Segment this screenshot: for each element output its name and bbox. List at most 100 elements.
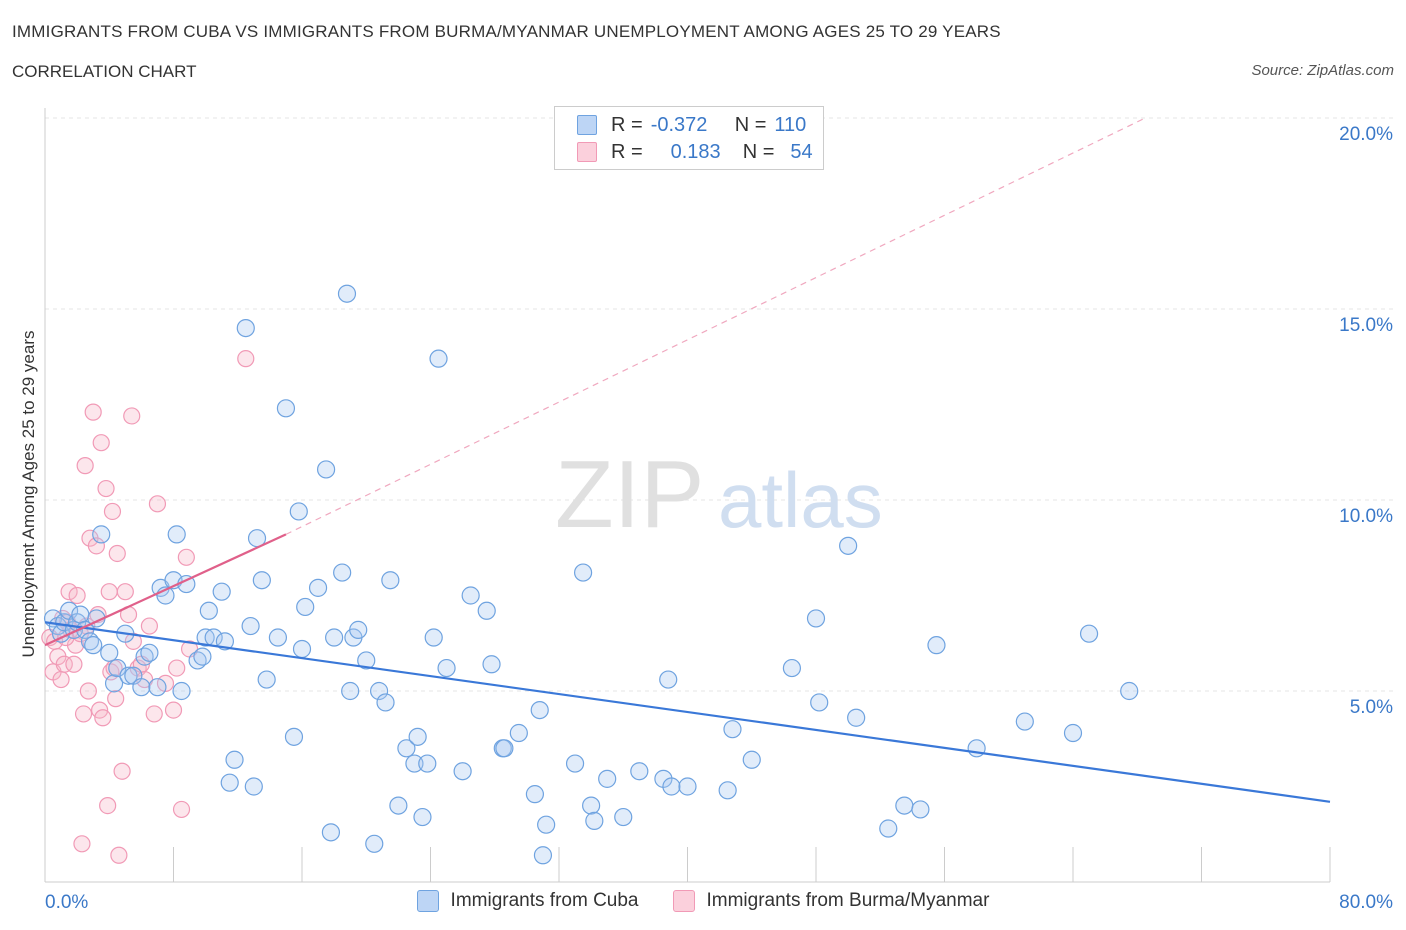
legend-row-burma: R = 0.183 N = 54 <box>577 140 813 164</box>
x-tick-label: 0.0% <box>45 892 88 913</box>
point-cuba <box>215 632 234 651</box>
point-cuba <box>104 674 124 693</box>
point-cuba <box>530 700 549 720</box>
point-cuba <box>742 750 761 769</box>
point-burma <box>73 835 91 853</box>
point-cuba <box>718 781 737 800</box>
point-cuba <box>413 807 432 827</box>
point-cuba <box>276 399 296 418</box>
x-tick-label: 80.0% <box>1339 892 1393 913</box>
point-cuba <box>284 727 304 746</box>
point-cuba <box>193 647 212 666</box>
gridlines <box>45 117 1395 692</box>
trend-line-burma <box>44 533 287 647</box>
point-cuba <box>782 658 802 678</box>
legend-n-value: 110 <box>774 113 807 136</box>
legend-r-value: -0.372 <box>650 113 708 136</box>
point-cuba <box>418 754 437 773</box>
point-cuba <box>244 777 263 796</box>
point-burma <box>100 583 118 601</box>
point-burma <box>237 350 255 368</box>
point-cuba <box>376 693 395 712</box>
point-cuba <box>424 628 443 647</box>
point-cuba <box>100 643 119 662</box>
point-cuba <box>84 636 103 655</box>
point-cuba <box>167 525 186 544</box>
point-burma <box>123 407 141 425</box>
point-cuba <box>308 578 328 597</box>
point-cuba <box>337 284 357 303</box>
point-cuba <box>573 563 593 582</box>
legend-swatch-burma <box>672 890 695 912</box>
point-cuba <box>927 636 946 655</box>
point-cuba <box>252 571 271 590</box>
point-burma <box>145 705 163 723</box>
trend-line-cuba <box>44 621 1331 803</box>
point-cuba <box>236 319 255 338</box>
point-burma <box>103 502 122 521</box>
legend-r-label: R = <box>611 140 643 163</box>
point-cuba <box>437 658 456 678</box>
point-burma <box>97 479 115 498</box>
point-cuba <box>241 616 260 636</box>
point-cuba <box>296 597 315 617</box>
point-burma <box>68 586 86 605</box>
point-cuba <box>341 681 360 701</box>
point-cuba <box>1063 723 1083 743</box>
point-cuba <box>119 666 138 685</box>
point-burma <box>92 434 110 452</box>
legend-swatch-cuba <box>416 890 439 912</box>
point-cuba <box>349 620 368 639</box>
point-burma <box>107 690 125 708</box>
point-cuba <box>140 643 159 662</box>
point-burma <box>76 457 94 475</box>
y-tick-label: 15.0% <box>1339 315 1393 336</box>
legend-n-label: N = <box>734 113 767 136</box>
point-cuba <box>723 720 742 739</box>
stats-legend: R = -0.372 N = 110 R = 0.183 N = 54 <box>554 106 824 170</box>
point-cuba <box>509 723 528 743</box>
point-cuba <box>405 754 424 773</box>
point-burma <box>79 682 97 700</box>
point-burma <box>140 617 159 635</box>
point-cuba <box>477 601 496 620</box>
chart-title: IMMIGRANTS FROM CUBA VS IMMIGRANTS FROM … <box>12 22 1001 41</box>
point-cuba <box>92 525 111 544</box>
y-tick-label: 5.0% <box>1350 697 1393 718</box>
point-cuba <box>895 796 914 815</box>
y-tick-label: 20.0% <box>1339 124 1393 145</box>
point-cuba <box>333 563 352 582</box>
point-cuba <box>662 777 681 796</box>
point-cuba <box>585 811 604 830</box>
y-tick-label: 10.0% <box>1339 506 1393 527</box>
source-note: Source: ZipAtlas.com <box>1251 62 1394 79</box>
data-points <box>41 284 1139 865</box>
point-cuba <box>148 678 167 697</box>
point-cuba <box>1120 681 1139 701</box>
point-cuba <box>630 762 649 781</box>
point-cuba <box>847 708 866 727</box>
point-burma <box>52 670 70 689</box>
legend-label-burma: Immigrants from Burma/Myanmar <box>706 890 990 911</box>
point-cuba <box>71 605 90 624</box>
point-burma <box>172 800 191 819</box>
legend-n-value: 54 <box>790 140 813 163</box>
point-burma <box>168 659 186 677</box>
point-cuba <box>225 750 244 769</box>
watermark-atlas: atlas <box>718 456 883 544</box>
point-cuba <box>1079 624 1099 643</box>
point-cuba <box>537 815 556 834</box>
legend-item-cuba: Immigrants from Cuba <box>416 890 639 912</box>
point-cuba <box>370 681 389 701</box>
point-cuba <box>408 727 427 746</box>
point-burma <box>177 548 195 566</box>
point-cuba <box>357 651 376 670</box>
point-cuba <box>482 655 501 674</box>
point-cuba <box>212 582 231 601</box>
tick-labels: 5.0% 10.0% 15.0% 20.0% 0.0% 80.0% <box>45 124 1393 913</box>
legend-r-value: 0.183 <box>670 140 721 163</box>
legend-n-label: N = <box>742 140 775 163</box>
point-cuba <box>453 762 472 781</box>
point-cuba <box>582 796 601 815</box>
